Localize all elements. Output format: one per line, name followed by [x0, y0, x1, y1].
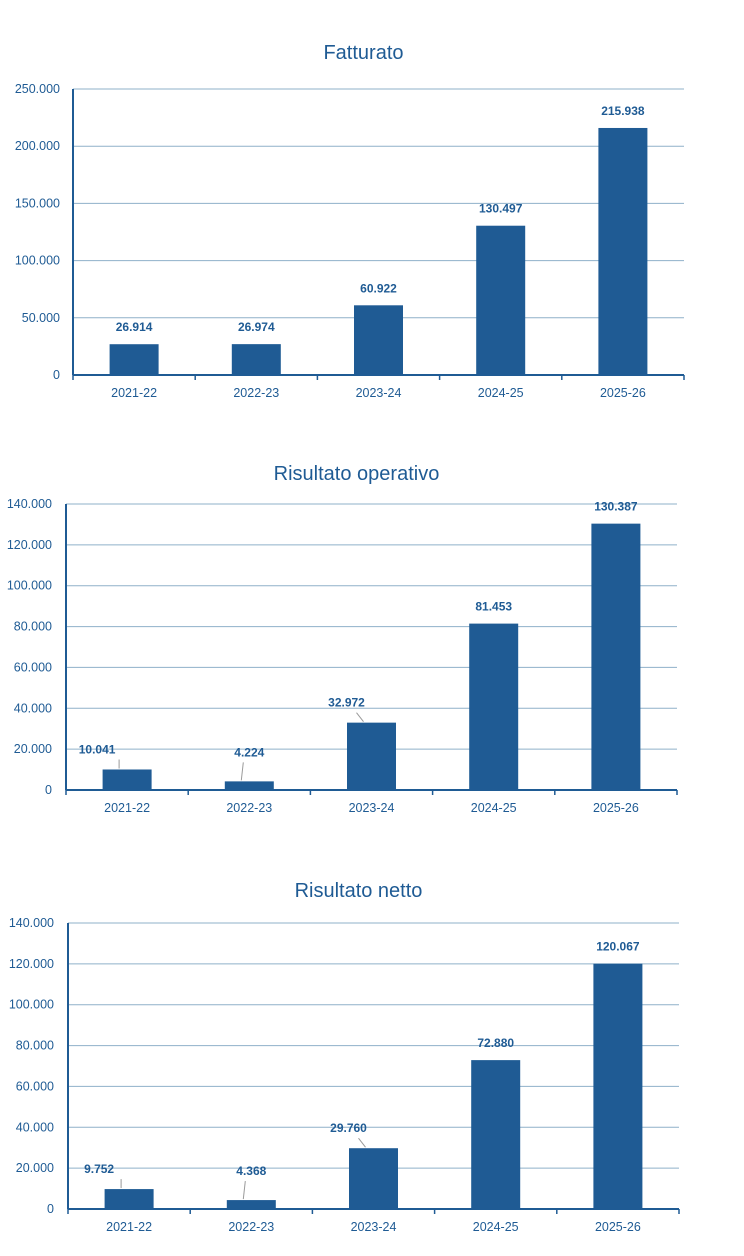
risultato-operativo-category-label: 2021-22 [104, 801, 150, 815]
fatturato-ytick-label: 200.000 [15, 139, 60, 153]
risultato-operativo-bar-2022-23 [224, 781, 274, 790]
fatturato-data-label: 60.922 [360, 281, 397, 295]
risultato-netto-ytick-label: 60.000 [16, 1079, 54, 1093]
fatturato-category-label: 2022-23 [233, 386, 279, 400]
chart-fatturato-svg: Fatturato 0 50.000 100.000 150.000 200.000 250… [15, 42, 685, 400]
risultato-operativo-ytick-label: 0 [45, 783, 52, 797]
fatturato-data-label: 130.497 [479, 202, 523, 216]
fatturato-data-label: 26.974 [238, 320, 275, 334]
fatturato-ytick-label: 150.000 [15, 196, 60, 210]
risultato-netto-category-label: 2022-23 [228, 1220, 274, 1234]
risultato-operativo-ytick-label: 140.000 [7, 497, 52, 511]
risultato-netto-ytick-label: 80.000 [16, 1039, 54, 1053]
risultato-operativo-bar-2023-24 [347, 722, 396, 790]
risultato-operativo-bar-2021-22 [102, 769, 152, 790]
fatturato-category-label: 2023-24 [356, 386, 402, 400]
risultato-operativo-leader-line [240, 762, 244, 781]
risultato-operativo-title: Risultato operativo [274, 463, 440, 485]
risultato-netto-ytick-label: 100.000 [9, 998, 54, 1012]
fatturato-data-label: 215.938 [601, 104, 645, 118]
risultato-netto-data-label: 4.368 [236, 1164, 266, 1178]
fatturato-bar-2022-23 [231, 344, 281, 375]
risultato-operativo-data-label: 130.387 [594, 500, 638, 514]
risultato-netto-leader-line [358, 1137, 366, 1148]
chart-fatturato: Fatturato 0 50.000 100.000 150.000 200.000 250… [0, 0, 744, 420]
risultato-operativo-data-label: 4.224 [234, 745, 264, 759]
risultato-netto-ytick-label: 40.000 [16, 1120, 54, 1134]
risultato-netto-leader-line [242, 1181, 246, 1200]
fatturato-bar-2023-24 [354, 305, 403, 375]
risultato-operativo-ytick-label: 100.000 [7, 579, 52, 593]
risultato-netto-bar-2023-24 [349, 1148, 398, 1209]
risultato-operativo-bar-2025-26 [591, 523, 641, 790]
risultato-operativo-category-label: 2022-23 [226, 801, 272, 815]
fatturato-data-label: 26.914 [116, 320, 153, 334]
risultato-netto-data-label: 120.067 [596, 940, 640, 954]
risultato-operativo-leader-line [356, 712, 364, 722]
risultato-netto-category-label: 2021-22 [106, 1220, 152, 1234]
risultato-operativo-data-label: 32.972 [328, 696, 365, 710]
fatturato-ytick-label: 100.000 [15, 254, 60, 268]
risultato-operativo-data-label: 81.453 [475, 600, 512, 614]
fatturato-bar-2021-22 [109, 344, 159, 375]
fatturato-bar-2024-25 [476, 225, 526, 375]
risultato-operativo-bar-2024-25 [469, 623, 519, 790]
risultato-operativo-data-label: 10.041 [79, 742, 116, 756]
risultato-netto-data-label: 29.760 [330, 1121, 367, 1135]
risultato-operativo-ytick-label: 80.000 [14, 620, 52, 634]
risultato-netto-bar-2025-26 [593, 963, 643, 1209]
risultato-netto-category-label: 2025-26 [595, 1220, 641, 1234]
risultato-netto-ytick-label: 140.000 [9, 916, 54, 930]
fatturato-title: Fatturato [323, 42, 403, 64]
risultato-netto-bar-2024-25 [471, 1060, 521, 1209]
fatturato-ytick-label: 50.000 [22, 311, 60, 325]
chart-risultato-netto: Risultato netto 0 20.000 40.000 60.000 80.000… [0, 840, 744, 1256]
fatturato-ytick-label: 250.000 [15, 82, 60, 96]
chart-risultato-netto-svg: Risultato netto 0 20.000 40.000 60.000 80.000… [9, 880, 680, 1234]
risultato-operativo-ytick-label: 20.000 [14, 742, 52, 756]
chart-risultato-operativo-svg: Risultato operativo 0 20.000 40.000 60.000 80… [7, 463, 678, 815]
risultato-operativo-category-label: 2023-24 [349, 801, 395, 815]
risultato-operativo-category-label: 2025-26 [593, 801, 639, 815]
risultato-netto-bar-2021-22 [104, 1189, 154, 1209]
risultato-netto-data-label: 9.752 [84, 1162, 114, 1176]
fatturato-bar-2025-26 [598, 127, 648, 376]
risultato-netto-data-label: 72.880 [477, 1036, 514, 1050]
risultato-netto-category-label: 2024-25 [473, 1220, 519, 1234]
fatturato-category-label: 2025-26 [600, 386, 646, 400]
risultato-netto-ytick-label: 120.000 [9, 957, 54, 971]
risultato-netto-category-label: 2023-24 [351, 1220, 397, 1234]
risultato-operativo-category-label: 2024-25 [471, 801, 517, 815]
fatturato-category-label: 2024-25 [478, 386, 524, 400]
risultato-netto-ytick-label: 0 [47, 1202, 54, 1216]
fatturato-category-label: 2021-22 [111, 386, 157, 400]
chart-risultato-operativo: Risultato operativo 0 20.000 40.000 60.000 80… [0, 420, 744, 840]
risultato-netto-bar-2022-23 [226, 1200, 276, 1209]
fatturato-ytick-label: 0 [53, 368, 60, 382]
risultato-operativo-ytick-label: 120.000 [7, 538, 52, 552]
risultato-operativo-ytick-label: 40.000 [14, 701, 52, 715]
risultato-operativo-ytick-label: 60.000 [14, 660, 52, 674]
risultato-netto-ytick-label: 20.000 [16, 1161, 54, 1175]
risultato-netto-title: Risultato netto [295, 880, 423, 902]
